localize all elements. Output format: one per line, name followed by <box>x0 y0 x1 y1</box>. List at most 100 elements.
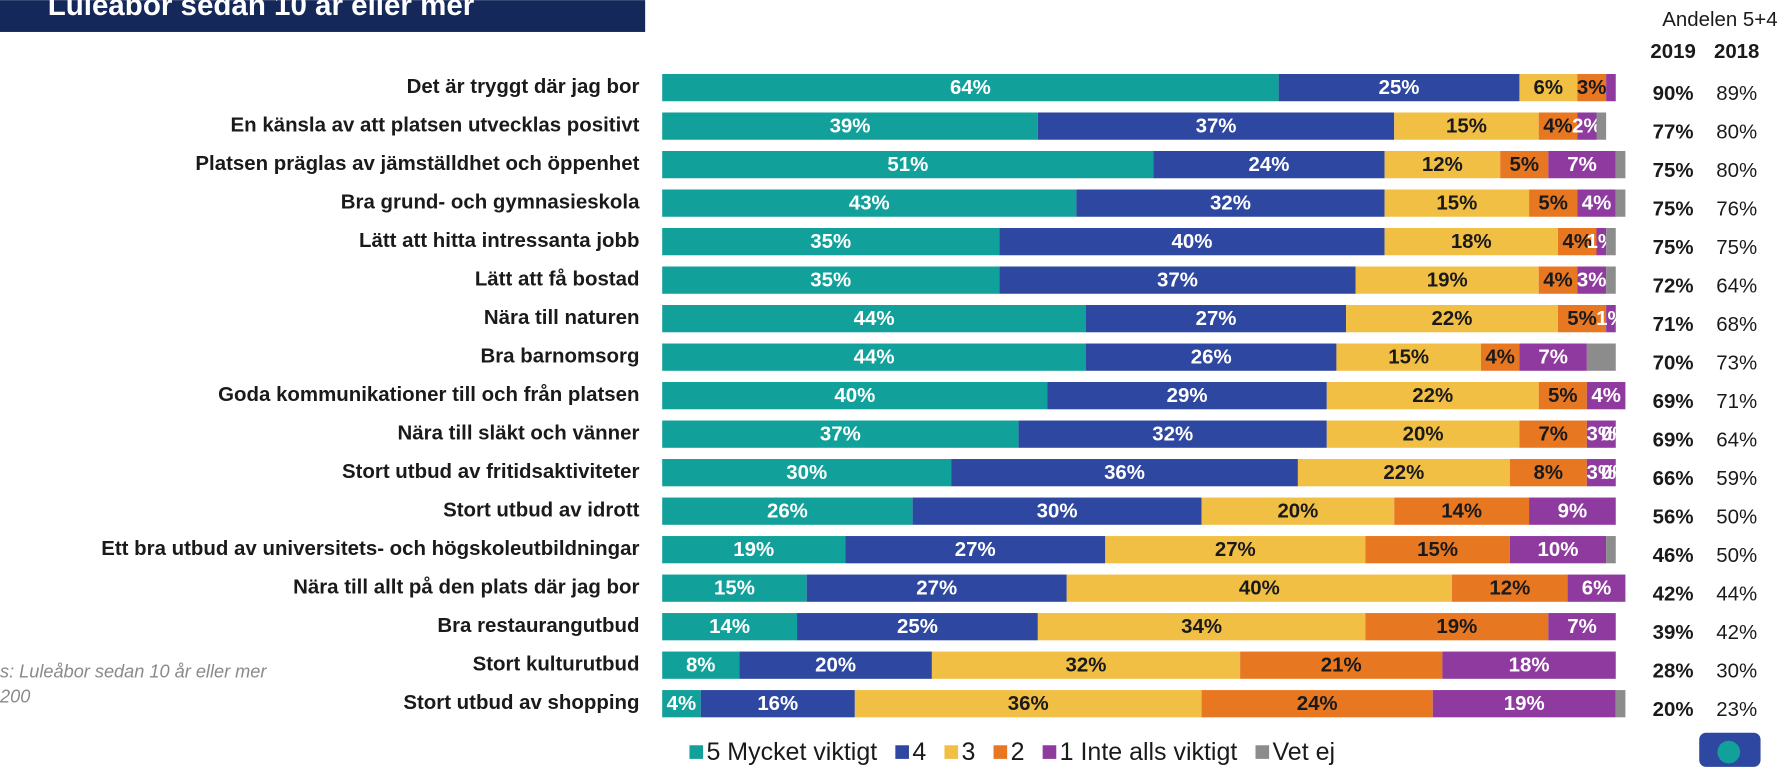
category-label: Platsen präglas av jämställdhet och öppe… <box>195 152 639 175</box>
bar-segment <box>806 574 1067 602</box>
value-label: 37% <box>1157 269 1198 292</box>
summary-value: 44% <box>1716 582 1757 605</box>
summary-value: 64% <box>1716 274 1757 297</box>
value-label: 44% <box>854 346 895 369</box>
category-label: Ett bra utbud av universitets- och högsk… <box>101 537 639 560</box>
bar-segment <box>1586 459 1616 487</box>
bar-segment <box>662 112 1038 140</box>
category-label: Bra grund- och gymnasieskola <box>341 191 640 214</box>
bar-segment <box>1432 690 1616 718</box>
value-label: 19% <box>1504 692 1545 715</box>
value-label: 37% <box>820 423 861 446</box>
value-label: 37% <box>1196 115 1237 138</box>
summary-value: 50% <box>1716 505 1757 528</box>
bar-segment <box>1519 73 1578 102</box>
bar-segment <box>1346 305 1558 333</box>
value-label: 4% <box>1543 115 1573 138</box>
legend-label: 1 Inte alls viktigt <box>1060 738 1238 766</box>
bar-segment <box>1596 228 1607 256</box>
value-label: 15% <box>1436 192 1477 215</box>
bar-segment <box>1365 536 1510 564</box>
value-label: 5% <box>1509 153 1539 176</box>
bar-segment <box>1538 382 1587 410</box>
summary-value: 73% <box>1716 351 1757 374</box>
legend-swatch <box>689 745 704 759</box>
bar-segment <box>1240 651 1443 679</box>
value-label: 14% <box>709 615 750 638</box>
value-label: 25% <box>1379 76 1420 99</box>
bar-segment <box>700 690 855 718</box>
value-label: 24% <box>1297 692 1338 715</box>
value-label: 30% <box>1037 500 1078 523</box>
bar-segment <box>1037 112 1395 140</box>
value-label: 18% <box>1509 654 1550 677</box>
bar-segment <box>1500 150 1549 179</box>
bar-segment <box>1529 189 1578 217</box>
bar-segment <box>912 497 1202 525</box>
value-label: 32% <box>1152 423 1193 446</box>
summary-value: 75% <box>1653 197 1694 220</box>
value-label: 5% <box>1538 192 1568 215</box>
summary-value: 68% <box>1716 313 1757 336</box>
summary-value: 75% <box>1716 236 1757 259</box>
value-label: 40% <box>834 384 875 407</box>
legend-label: 2 <box>1011 738 1025 766</box>
bar-segment <box>931 651 1241 679</box>
value-label: 22% <box>1432 307 1473 330</box>
bar-segment <box>1577 266 1607 294</box>
summary-heading: Andelen 5+4 <box>1662 8 1777 31</box>
bar-segment <box>1326 382 1539 410</box>
bar-segment <box>1047 382 1327 410</box>
value-label: 21% <box>1321 654 1362 677</box>
value-label: 7% <box>1567 153 1597 176</box>
value-label: 3% <box>1577 269 1607 292</box>
bar-segment <box>1567 574 1626 602</box>
bar-segment <box>662 536 846 564</box>
bar-segment <box>797 613 1038 641</box>
bar-segment <box>1586 343 1616 371</box>
summary-value: 56% <box>1653 505 1694 528</box>
bar-segment <box>1201 497 1395 525</box>
summary-value: 76% <box>1716 197 1757 220</box>
title-box <box>0 0 646 32</box>
value-label: 29% <box>1167 384 1208 407</box>
summary-value: 42% <box>1716 621 1757 644</box>
bar-segment <box>1548 150 1616 179</box>
legend-swatch <box>993 745 1008 759</box>
summary-value: 71% <box>1716 390 1757 413</box>
bar-segment <box>662 382 1048 410</box>
value-label: 22% <box>1412 384 1453 407</box>
value-label: 20% <box>815 654 856 677</box>
bar-segment <box>1509 536 1607 564</box>
value-label: 15% <box>1446 115 1487 138</box>
bar-segment <box>1529 497 1616 525</box>
value-label: 4% <box>667 692 697 715</box>
category-label: Bra barnomsorg <box>480 345 639 368</box>
summary-value: 46% <box>1653 544 1694 567</box>
summary-value: 69% <box>1653 428 1694 451</box>
bar-segment <box>1153 150 1385 179</box>
bar-segment <box>1606 305 1616 333</box>
value-label: 19% <box>1436 615 1477 638</box>
bar-segment <box>1519 343 1587 371</box>
value-label: 14% <box>1441 500 1482 523</box>
value-label: 6% <box>1582 577 1612 600</box>
note: s: Luleåbor sedan 10 år eller mer <box>0 661 267 681</box>
bar-segment <box>1577 189 1616 217</box>
category-label: Lätt att hitta intressanta jobb <box>359 229 639 252</box>
value-label: 5% <box>1567 307 1597 330</box>
category-label: Bra restaurangutbud <box>437 614 639 637</box>
value-label: 64% <box>950 76 991 99</box>
value-label: 18% <box>1451 230 1492 253</box>
value-label: 25% <box>897 615 938 638</box>
legend-label: 4 <box>912 738 926 766</box>
value-label: 5% <box>1548 384 1578 407</box>
value-label: 19% <box>1427 269 1468 292</box>
category-label: En känsla av att platsen utvecklas posit… <box>231 114 640 137</box>
logo <box>1699 732 1761 767</box>
bar-segment <box>662 690 701 718</box>
bar-segment <box>1586 382 1626 410</box>
bar-segment <box>662 189 1077 217</box>
summary-value: 30% <box>1716 659 1757 682</box>
value-label: 40% <box>1239 577 1280 600</box>
